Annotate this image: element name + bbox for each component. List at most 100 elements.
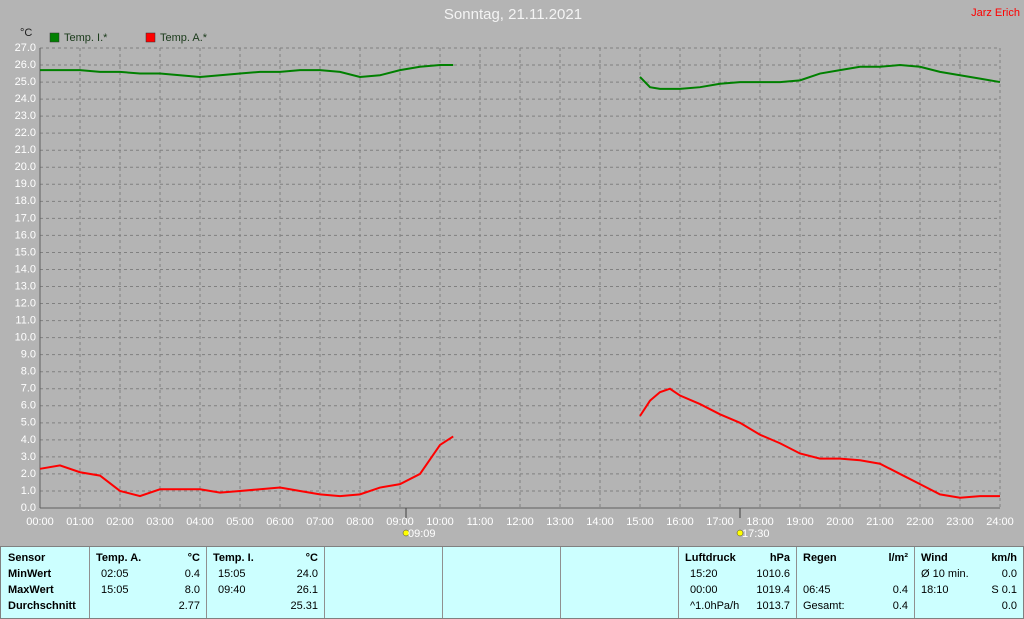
group-unit: hPa <box>769 552 790 564</box>
x-tick-label: 09:00 <box>386 516 414 528</box>
x-tick-label: 02:00 <box>106 516 134 528</box>
cell-value: 8.0 <box>184 584 200 596</box>
cell-value: 0.4 <box>184 568 200 580</box>
x-tick-label: 19:00 <box>786 516 814 528</box>
y-tick-label: 11.0 <box>15 314 36 326</box>
y-tick-label: 12.0 <box>15 297 36 309</box>
cell-time: 18:10 <box>921 584 949 596</box>
separator <box>678 547 679 618</box>
separator <box>442 547 443 618</box>
cell-time: 00:00 <box>690 584 718 596</box>
series-line <box>40 64 1001 90</box>
group-title: Luftdruck <box>685 552 736 564</box>
cell-time: Gesamt: <box>803 600 845 612</box>
separator <box>324 547 325 618</box>
x-tick-label: 06:00 <box>266 516 294 528</box>
group-unit: °C <box>187 552 200 564</box>
y-tick-label: 15.0 <box>15 246 36 258</box>
y-tick-label: 24.0 <box>15 93 36 105</box>
x-tick-label: 18:00 <box>746 516 774 528</box>
cell-time: ^1.0hPa/h <box>690 600 740 612</box>
y-tick-label: 16.0 <box>15 229 36 241</box>
cell-value: 1013.7 <box>756 600 790 612</box>
x-tick-label: 17:00 <box>706 516 734 528</box>
x-tick-label: 05:00 <box>226 516 254 528</box>
cell-value: 0.0 <box>1001 600 1017 612</box>
cell-value: 0.0 <box>1001 568 1017 580</box>
row-label: MinWert <box>8 568 52 580</box>
x-tick-label: 24:00 <box>986 516 1014 528</box>
cell-value: 2.77 <box>178 600 200 612</box>
separator <box>206 547 207 618</box>
y-tick-label: 2.0 <box>21 468 36 480</box>
group-title: Regen <box>803 552 837 564</box>
y-tick-label: 17.0 <box>15 212 36 224</box>
x-tick-label: 20:00 <box>826 516 854 528</box>
y-tick-label: 21.0 <box>15 144 36 156</box>
x-tick-label: 01:00 <box>66 516 94 528</box>
cell-value: 0.4 <box>892 600 908 612</box>
cell-value: 24.0 <box>296 568 318 580</box>
cell-value: 1010.6 <box>756 568 790 580</box>
author: Jarz Erich <box>971 7 1020 19</box>
y-axis-label: °C <box>20 27 32 39</box>
legend-label: Temp. A.* <box>160 32 208 44</box>
sun-icon <box>736 529 744 537</box>
annotation-label: 09:09 <box>408 528 436 540</box>
sun-icon <box>402 529 410 537</box>
cell-time: 09:40 <box>218 584 246 596</box>
annotation-label: 17:30 <box>742 528 770 540</box>
separator <box>914 547 915 618</box>
y-tick-label: 5.0 <box>21 417 36 429</box>
cell-time: 15:05 <box>101 584 129 596</box>
y-tick-label: 27.0 <box>15 42 36 54</box>
y-tick-label: 10.0 <box>15 332 36 344</box>
group-title: Wind <box>921 552 948 564</box>
x-tick-label: 15:00 <box>626 516 654 528</box>
x-tick-label: 13:00 <box>546 516 574 528</box>
y-tick-label: 26.0 <box>15 59 36 71</box>
x-tick-label: 22:00 <box>906 516 934 528</box>
separator <box>89 547 90 618</box>
x-tick-label: 12:00 <box>506 516 534 528</box>
cell-value: 25.31 <box>290 600 318 612</box>
y-tick-label: 14.0 <box>15 263 36 275</box>
series-line <box>39 387 1000 499</box>
cell-value: 0.4 <box>892 584 908 596</box>
chart: Sonntag, 21.11.2021 Jarz Erich °C 0.0 1.0… <box>15 6 1020 540</box>
x-tick-label: 23:00 <box>946 516 974 528</box>
x-tick-label: 14:00 <box>586 516 614 528</box>
legend-swatch <box>49 32 60 43</box>
x-tick-label: 07:00 <box>306 516 334 528</box>
separator <box>796 547 797 618</box>
y-tick-label: 8.0 <box>21 366 36 378</box>
x-tick-label: 21:00 <box>866 516 894 528</box>
x-tick-label: 04:00 <box>186 516 214 528</box>
group-title: Temp. I. <box>213 552 254 564</box>
cell-time: Ø 10 min. <box>921 568 969 580</box>
chart-title: Sonntag, 21.11.2021 <box>444 6 582 23</box>
x-tick-label: 11:00 <box>467 516 494 528</box>
y-tick-label: 22.0 <box>15 127 36 139</box>
cell-value: 26.1 <box>296 584 318 596</box>
y-tick-label: 3.0 <box>21 451 36 463</box>
legend-label: Temp. I.* <box>64 32 108 44</box>
y-tick-label: 20.0 <box>15 161 36 173</box>
cell-time: 06:45 <box>803 584 831 596</box>
x-tick-label: 08:00 <box>346 516 374 528</box>
cell-time: 15:20 <box>690 568 718 580</box>
y-tick-label: 19.0 <box>15 178 36 190</box>
y-tick-label: 25.0 <box>15 76 36 88</box>
x-tick-label: 16:00 <box>666 516 694 528</box>
cell-value: S 0.1 <box>991 584 1017 596</box>
y-tick-label: 1.0 <box>21 485 36 497</box>
stats-table: Sensor MinWert MaxWert Durchschnitt Temp. A.… <box>0 546 1024 619</box>
x-tick-label: 03:00 <box>146 516 174 528</box>
group-title: Temp. A. <box>96 552 142 564</box>
y-tick-label: 0.0 <box>21 502 36 514</box>
group-unit: km/h <box>991 552 1017 564</box>
y-tick-label: 23.0 <box>15 110 36 122</box>
y-tick-label: 13.0 <box>15 280 36 292</box>
y-tick-label: 7.0 <box>21 383 36 395</box>
